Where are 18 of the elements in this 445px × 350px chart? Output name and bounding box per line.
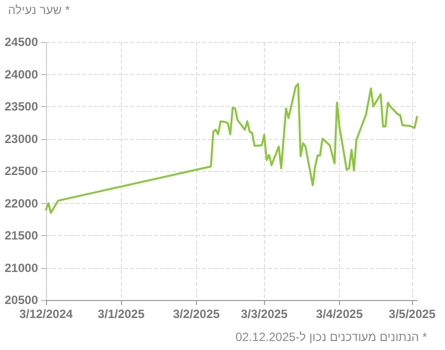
- line-series: [45, 82, 418, 214]
- chart-title: * שער נעילה: [8, 3, 70, 17]
- y-tick-label: 24500: [4, 35, 38, 49]
- x-tick-label: 3/4/2025: [316, 307, 364, 321]
- y-tick-label: 21500: [4, 228, 38, 242]
- x-tick-label: 3/12/2024: [19, 307, 74, 321]
- x-tick-label: 3/5/2025: [388, 307, 436, 321]
- y-tick-label: 24000: [4, 67, 38, 82]
- y-tick-label: 23500: [4, 100, 38, 114]
- y-tick-label: 20500: [4, 293, 38, 307]
- text: * הנתונים מעודכנים נכון ל-02.12.2025: [236, 330, 427, 344]
- x-tick-label: 3/3/2025: [240, 307, 288, 321]
- y-tick-label: 22000: [4, 196, 38, 210]
- y-tick-label: 22500: [4, 164, 38, 178]
- x-tick-label: 3/1/2025: [98, 307, 145, 321]
- y-tick-label: 21000: [4, 260, 38, 275]
- x-tick-label: 3/2/2025: [172, 307, 220, 321]
- y-tick-label: 23000: [4, 132, 38, 146]
